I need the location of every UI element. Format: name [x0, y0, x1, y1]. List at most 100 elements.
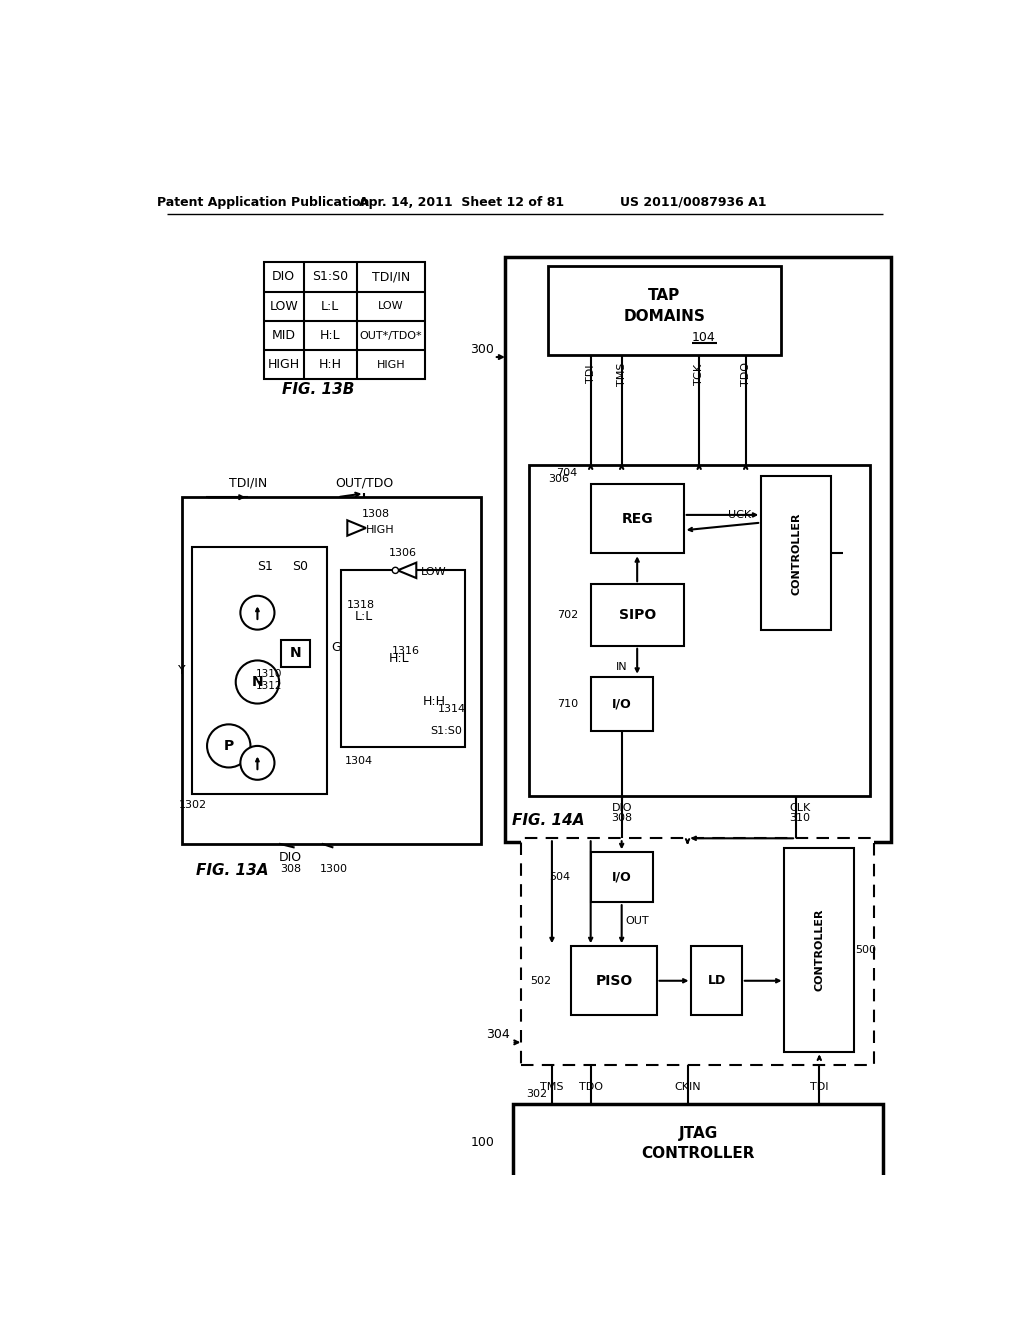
Text: TDI/IN: TDI/IN	[372, 271, 410, 284]
Text: H:H: H:H	[318, 358, 342, 371]
Text: Patent Application Publication: Patent Application Publication	[158, 195, 370, 209]
Text: HIGH: HIGH	[267, 358, 300, 371]
Text: H:L: H:L	[319, 329, 341, 342]
Text: N: N	[252, 675, 263, 689]
Bar	[506, 257, 891, 842]
Text: DIO: DIO	[272, 271, 295, 284]
Bar	[591, 484, 684, 553]
Circle shape	[207, 725, 251, 767]
Text: 1306: 1306	[389, 548, 417, 558]
Bar	[281, 640, 310, 667]
Bar	[263, 263, 425, 379]
Polygon shape	[347, 520, 366, 536]
Text: HIGH: HIGH	[377, 360, 406, 370]
Text: OUT: OUT	[626, 916, 649, 927]
Text: 702: 702	[557, 610, 579, 620]
Bar	[591, 853, 652, 903]
Bar	[341, 570, 465, 747]
Text: S1:S0: S1:S0	[430, 726, 462, 735]
Text: L:L: L:L	[355, 610, 374, 623]
Text: LOW: LOW	[378, 301, 403, 312]
Text: LOW: LOW	[269, 300, 298, 313]
Bar	[591, 677, 652, 730]
Bar	[513, 1104, 883, 1181]
Text: 1316: 1316	[391, 647, 420, 656]
Text: H:L: H:L	[389, 652, 410, 665]
Text: TDO: TDO	[740, 362, 751, 385]
Text: Y: Y	[178, 664, 186, 677]
Text: DIO: DIO	[280, 851, 302, 865]
Text: N: N	[290, 645, 301, 660]
Text: JTAG: JTAG	[678, 1126, 718, 1140]
Bar	[528, 465, 869, 796]
Text: DOMAINS: DOMAINS	[624, 309, 706, 323]
Bar	[191, 548, 328, 793]
Text: FIG. 13B: FIG. 13B	[282, 381, 354, 397]
Text: TCK: TCK	[694, 363, 705, 384]
Text: HIGH: HIGH	[366, 524, 394, 535]
Text: 1310: 1310	[256, 669, 283, 680]
Text: TDI: TDI	[810, 1082, 828, 1092]
Text: 704: 704	[556, 467, 578, 478]
Text: 310: 310	[790, 813, 810, 822]
Text: 100: 100	[470, 1137, 495, 1148]
Text: OUT/TDO: OUT/TDO	[335, 477, 393, 490]
Text: 300: 300	[470, 343, 495, 356]
Text: REG: REG	[622, 512, 653, 525]
Text: UCK: UCK	[728, 510, 751, 520]
Text: 1304: 1304	[345, 756, 373, 767]
Text: 1312: 1312	[256, 681, 283, 690]
Text: CONTROLLER: CONTROLLER	[792, 512, 801, 594]
Text: MID: MID	[271, 329, 296, 342]
Text: CONTROLLER: CONTROLLER	[641, 1146, 755, 1160]
Polygon shape	[397, 562, 417, 578]
Text: S1: S1	[257, 560, 273, 573]
Text: TDI: TDI	[586, 364, 596, 383]
Bar	[761, 477, 830, 631]
Text: 1300: 1300	[319, 865, 347, 874]
Text: CONTROLLER: CONTROLLER	[814, 908, 824, 991]
Text: IN: IN	[615, 661, 628, 672]
Text: 306: 306	[548, 474, 569, 483]
Text: TAP: TAP	[648, 288, 680, 304]
Bar	[591, 585, 684, 645]
Text: 500: 500	[855, 945, 877, 954]
Text: FIG. 14A: FIG. 14A	[512, 813, 585, 828]
Text: TDI/IN: TDI/IN	[229, 477, 267, 490]
Text: TMS: TMS	[541, 1082, 563, 1092]
Text: 1308: 1308	[361, 510, 390, 519]
Bar	[521, 838, 873, 1065]
Text: 710: 710	[557, 698, 578, 709]
Text: 308: 308	[611, 813, 632, 822]
Text: 302: 302	[526, 1089, 547, 1100]
Text: FIG. 13A: FIG. 13A	[197, 863, 269, 878]
Text: SIPO: SIPO	[618, 609, 655, 622]
Text: 1302: 1302	[178, 800, 207, 810]
Text: L:L: L:L	[322, 300, 339, 313]
Text: 1314: 1314	[438, 704, 466, 714]
Text: H:H: H:H	[423, 694, 445, 708]
Text: 1318: 1318	[347, 601, 376, 610]
Text: CKIN: CKIN	[674, 1082, 700, 1092]
Circle shape	[241, 595, 274, 630]
Text: DIO: DIO	[611, 803, 632, 813]
Text: TDO: TDO	[579, 1082, 603, 1092]
Text: G: G	[332, 640, 341, 653]
Text: 504: 504	[549, 873, 570, 882]
Circle shape	[236, 660, 280, 704]
Text: PISO: PISO	[595, 974, 633, 987]
Text: S0: S0	[292, 560, 308, 573]
Text: CLK: CLK	[790, 803, 811, 813]
Bar	[548, 267, 780, 355]
Text: 308: 308	[281, 865, 301, 874]
Text: 104: 104	[691, 331, 715, 345]
Bar	[784, 847, 854, 1052]
Text: Apr. 14, 2011  Sheet 12 of 81: Apr. 14, 2011 Sheet 12 of 81	[358, 195, 564, 209]
Text: S1:S0: S1:S0	[312, 271, 348, 284]
Bar	[571, 946, 656, 1015]
Bar	[182, 498, 480, 843]
Text: LD: LD	[708, 974, 726, 987]
Text: I/O: I/O	[611, 697, 632, 710]
Bar	[691, 946, 741, 1015]
Text: US 2011/0087936 A1: US 2011/0087936 A1	[621, 195, 767, 209]
